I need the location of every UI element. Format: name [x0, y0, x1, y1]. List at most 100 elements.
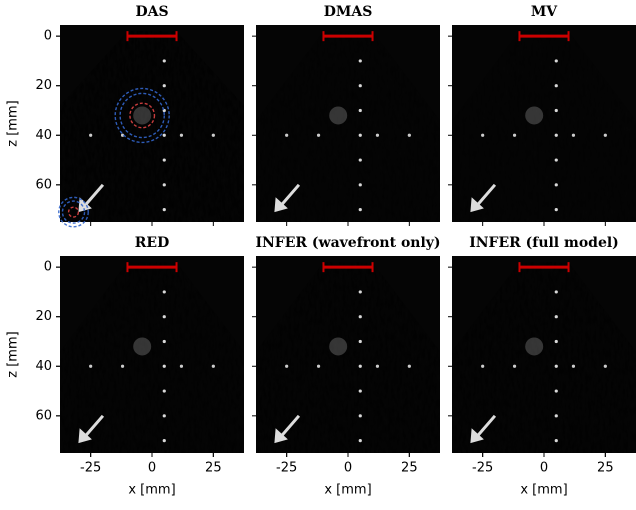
x-axis-label: x [mm]: [520, 483, 567, 498]
scatterer: [512, 133, 517, 137]
scatterer: [89, 133, 93, 137]
arrow-head: [274, 428, 288, 444]
panel: INFER (wavefront only) -25 0 25 x [mm]: [252, 235, 441, 498]
lesion: [525, 106, 544, 125]
panel-title: MV: [531, 4, 558, 20]
scatterer: [481, 364, 485, 368]
panel-title: RED: [135, 235, 169, 251]
scatterer: [554, 315, 558, 319]
scatterer: [120, 364, 125, 368]
scatterer: [162, 364, 166, 368]
y-tick-label: 60: [35, 408, 52, 423]
x-tick-label: 0: [344, 461, 352, 476]
scatterer: [554, 290, 558, 294]
scatterer: [554, 364, 558, 368]
roi: [61, 200, 86, 224]
arrow-head: [78, 197, 92, 213]
scatterer: [554, 389, 558, 393]
scatterer: [358, 439, 362, 443]
scatterer: [554, 59, 558, 63]
roi: [58, 196, 89, 228]
roi: [114, 87, 170, 144]
scatterer: [358, 290, 362, 294]
scatterer: [358, 389, 362, 393]
scatterer: [554, 158, 558, 162]
scatterer: [407, 133, 411, 137]
scatterer: [358, 133, 362, 137]
scatterer: [358, 364, 362, 368]
scatterer: [316, 364, 321, 368]
panel-title: DAS: [135, 4, 168, 20]
lesion: [133, 337, 152, 356]
x-tick-label: 25: [401, 461, 418, 476]
scatterer: [554, 414, 558, 418]
scatterer: [162, 84, 166, 88]
scatterer: [358, 183, 362, 187]
arrow: [84, 183, 105, 206]
scatterer: [554, 339, 558, 344]
panel-title: DMAS: [324, 4, 373, 20]
x-tick-label: 0: [540, 461, 548, 476]
scatterer: [162, 389, 166, 393]
scatterer: [603, 133, 607, 137]
scatterer: [162, 290, 166, 294]
y-tick-label: 0: [44, 260, 52, 275]
arrow-head: [470, 197, 484, 213]
arrow: [84, 414, 105, 437]
scatterer: [358, 84, 362, 88]
scatterer: [162, 439, 166, 443]
scatterer: [358, 158, 362, 162]
panel-title: INFER (wavefront only): [255, 235, 440, 251]
scatterer: [179, 133, 184, 137]
arrow: [280, 414, 301, 437]
scatterer: [481, 133, 485, 137]
arrow-head: [78, 428, 92, 444]
scatterer: [162, 339, 166, 344]
x-tick-label: -25: [472, 461, 493, 476]
scatterer: [603, 364, 607, 368]
lesion: [133, 106, 152, 125]
lesion: [329, 337, 348, 356]
scatterer: [162, 208, 166, 212]
lesion: [525, 337, 544, 356]
panel: DMAS: [252, 4, 440, 226]
scatterer: [162, 183, 166, 187]
y-tick-label: 40: [35, 359, 52, 374]
scatterer: [162, 414, 166, 418]
x-tick-label: 25: [597, 461, 614, 476]
scatterer: [554, 439, 558, 443]
scatterer: [358, 414, 362, 418]
scatterer: [554, 108, 558, 113]
arrow: [476, 183, 497, 206]
scatterer: [571, 133, 576, 137]
x-tick-label: -25: [80, 461, 101, 476]
y-tick-label: 20: [35, 309, 52, 324]
roi: [67, 206, 80, 218]
scatterer: [358, 208, 362, 212]
scatterer: [554, 183, 558, 187]
scatterer: [179, 364, 184, 368]
scatterer: [571, 364, 576, 368]
scatterer: [375, 364, 380, 368]
scatterer: [554, 133, 558, 137]
panel: RED 0 20 40 60 -25 0 25 z [mm] x [mm]: [6, 235, 244, 498]
scatterer: [375, 133, 380, 137]
scatterer: [162, 133, 166, 137]
panel: MV: [448, 4, 636, 226]
arrow-head: [274, 197, 288, 213]
y-tick-label: 60: [35, 177, 52, 192]
x-axis-label: x [mm]: [128, 483, 175, 498]
y-tick-label: 20: [35, 78, 52, 93]
y-tick-label: 0: [44, 29, 52, 44]
panel: DAS 0 20 40 60 z [mm]: [6, 4, 244, 228]
scatterer: [285, 133, 289, 137]
roi: [129, 102, 156, 129]
arrow: [476, 414, 497, 437]
scatterer: [358, 339, 362, 344]
scatterer: [162, 315, 166, 319]
scatterer: [554, 208, 558, 212]
lesion: [329, 106, 348, 125]
x-axis-label: x [mm]: [324, 483, 371, 498]
scatterer: [407, 364, 411, 368]
